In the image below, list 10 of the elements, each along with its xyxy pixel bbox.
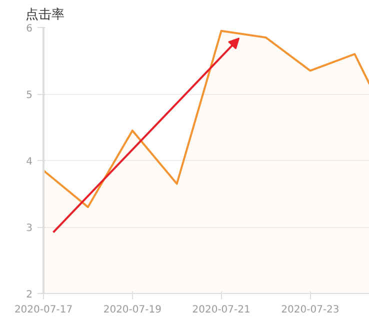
x-tick-label: 2020-07-19	[103, 304, 162, 316]
y-tick-label: 3	[26, 223, 33, 234]
x-tick-label: 2020-07-21	[192, 304, 250, 316]
y-tick-label: 5	[26, 90, 33, 101]
y-tick-label: 6	[26, 24, 33, 34]
y-tick-label: 4	[26, 156, 33, 168]
x-tick-label: 2020-07-17	[14, 304, 73, 316]
x-tick-label: 2020-07-23	[281, 304, 340, 316]
y-tick-label: 2	[26, 290, 33, 300]
chart-title: 点击率	[26, 6, 64, 22]
